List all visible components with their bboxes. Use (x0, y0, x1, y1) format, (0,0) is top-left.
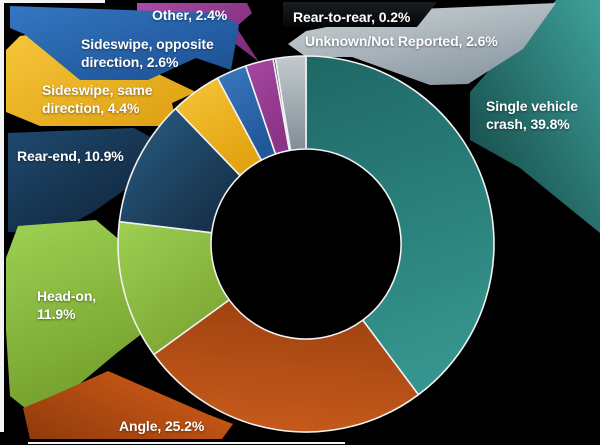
callout-head-on (6, 220, 152, 412)
callout-rear-end (8, 128, 174, 232)
frame-edge-left (0, 0, 4, 432)
frame-edge-top (0, 0, 105, 3)
callout-rear-to-rear (283, 2, 437, 27)
frame-edge-bottom (28, 442, 345, 444)
callout-sideswipe-opposite (10, 6, 239, 80)
callout-angle (23, 371, 233, 439)
slice-single-vehicle (305, 55, 495, 396)
slice-unknown (274, 55, 307, 152)
slice-angle (153, 299, 420, 433)
